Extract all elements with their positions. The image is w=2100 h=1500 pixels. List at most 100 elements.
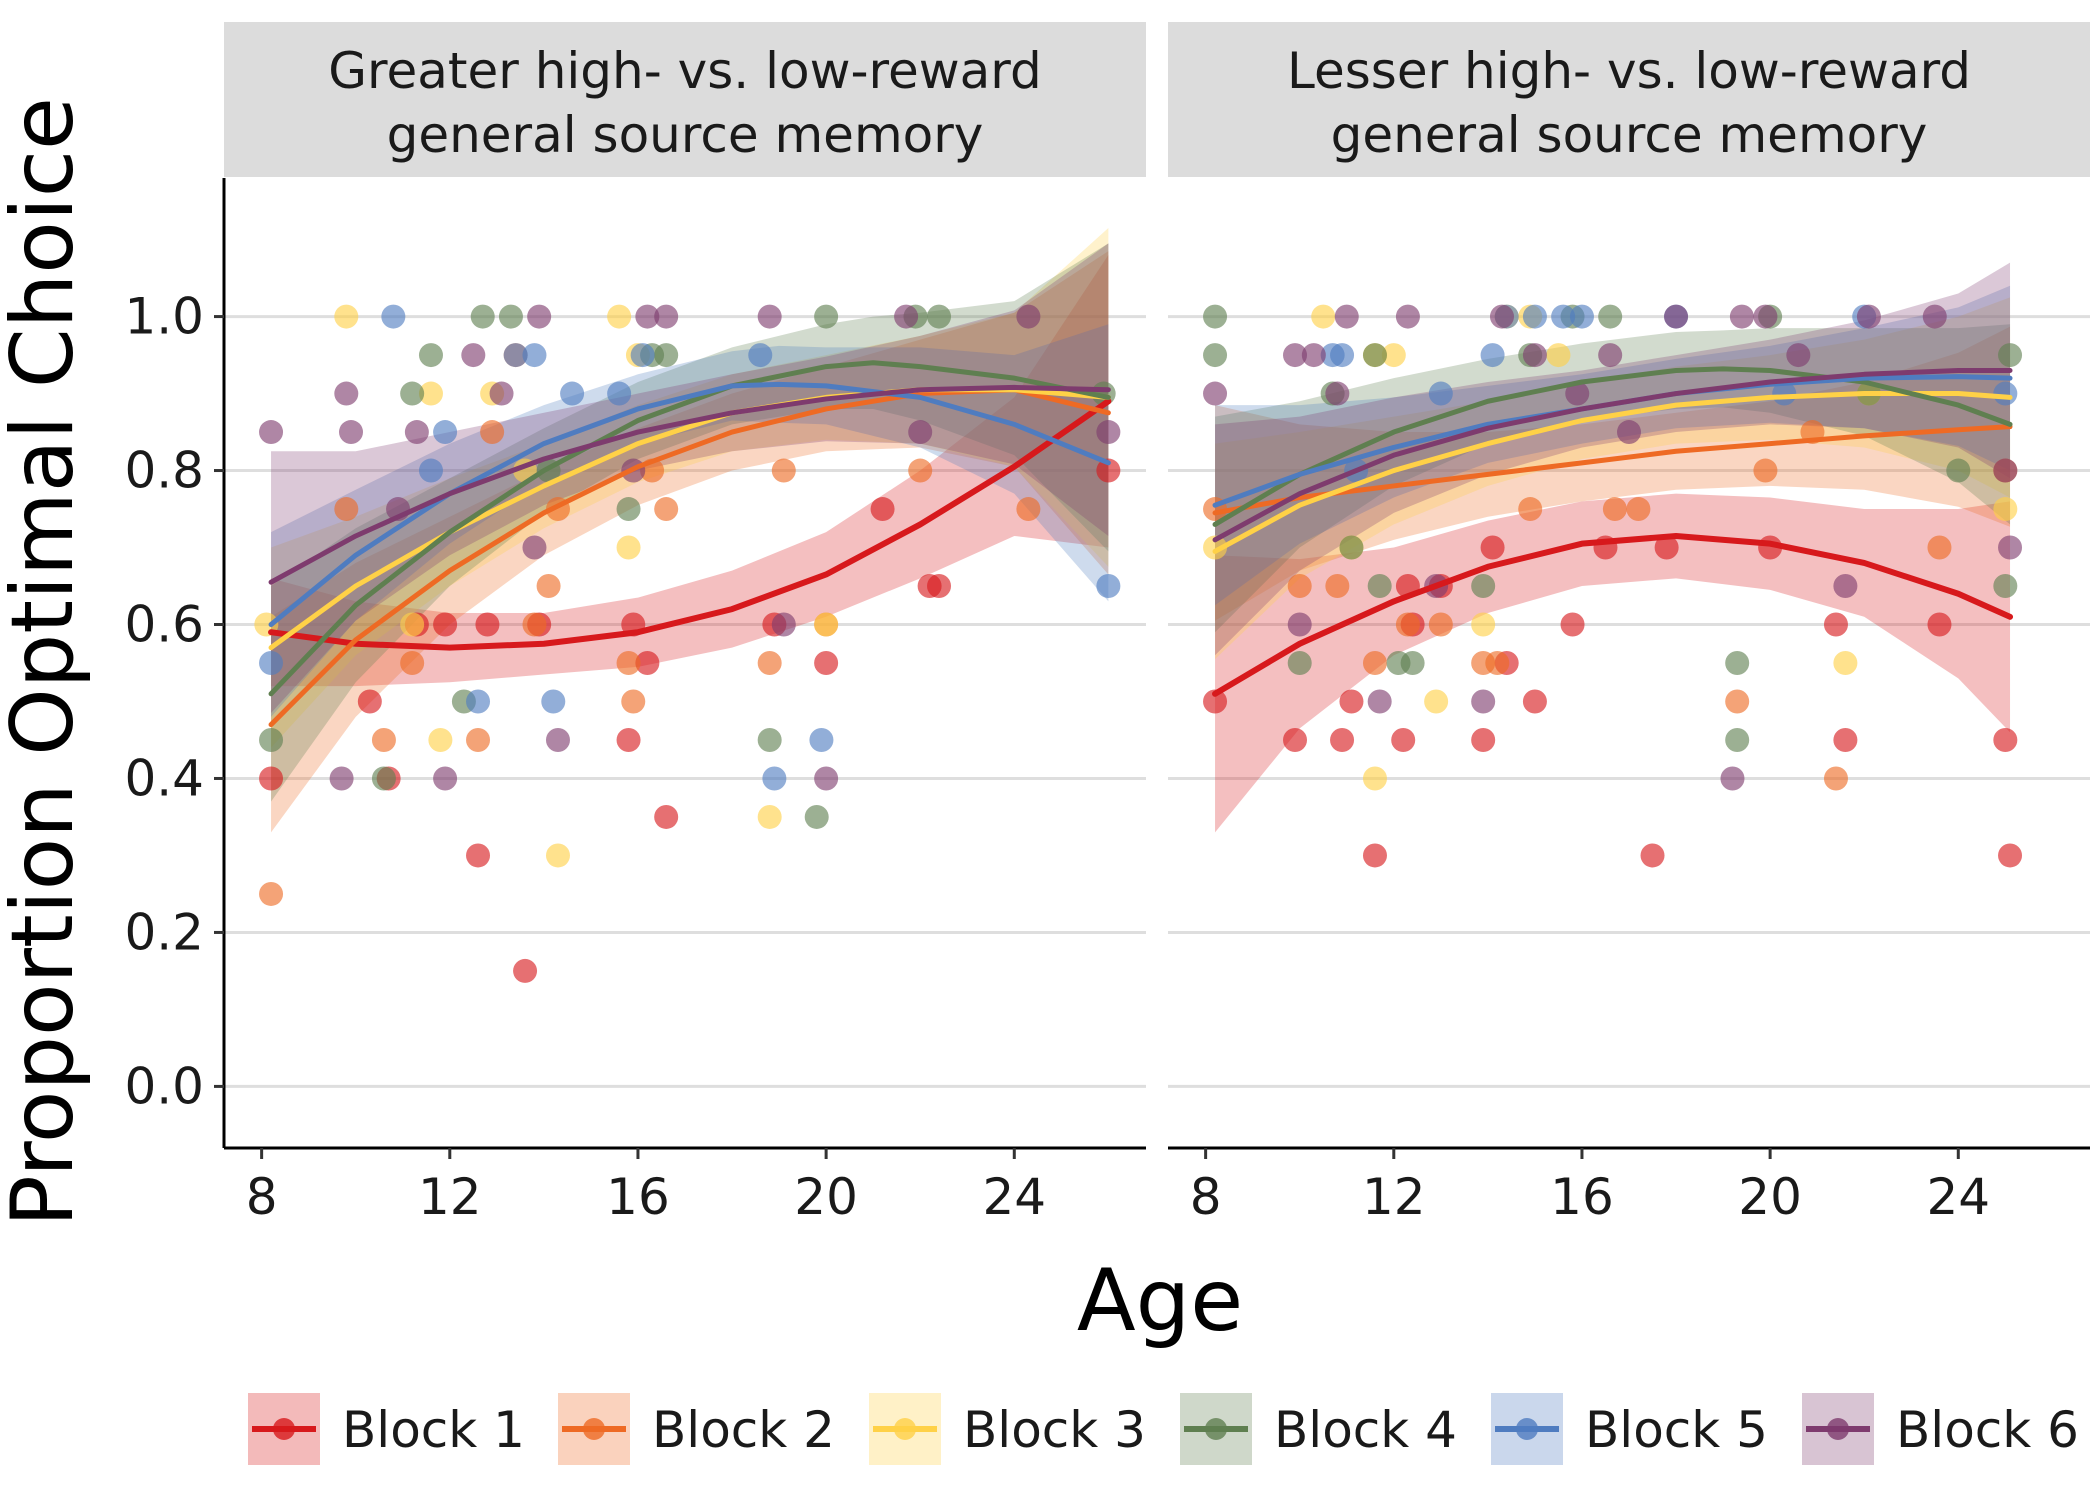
y-axis-title: Proportion Optimal Choice xyxy=(0,97,93,1227)
confidence-band-block-4 xyxy=(271,243,1109,802)
data-point-block-2 xyxy=(1927,535,1952,560)
data-point-block-5 xyxy=(433,420,458,445)
data-point-block-2 xyxy=(522,612,547,637)
data-point-block-2 xyxy=(466,727,491,752)
data-point-block-5 xyxy=(541,689,566,714)
data-point-block-2 xyxy=(1485,651,1510,675)
facet-strip-subtitle: general source memory xyxy=(387,106,984,164)
y-tick-label: 0.2 xyxy=(124,903,204,961)
facet-strip-background xyxy=(224,22,1146,177)
data-point-block-2 xyxy=(621,689,646,714)
data-point-block-4 xyxy=(1993,574,2018,599)
data-point-block-6 xyxy=(1720,766,1745,791)
data-point-block-6 xyxy=(1522,343,1547,368)
y-tick-label: 0.0 xyxy=(124,1057,204,1115)
y-tick-label: 0.8 xyxy=(124,442,204,500)
data-point-block-2 xyxy=(1753,458,1778,483)
data-point-block-6 xyxy=(1367,689,1392,714)
legend-item-block-5: Block 5 xyxy=(1491,1393,1768,1465)
data-point-block-4 xyxy=(1725,727,1750,752)
data-point-block-2 xyxy=(1287,574,1312,599)
data-point-block-6 xyxy=(908,420,933,445)
data-point-block-1 xyxy=(1993,727,2018,752)
data-point-block-6 xyxy=(1203,381,1228,406)
data-point-block-1 xyxy=(1640,843,1665,868)
data-point-block-2 xyxy=(1602,497,1627,522)
data-point-block-3 xyxy=(418,381,443,406)
data-point-block-2 xyxy=(371,727,396,752)
data-point-block-2 xyxy=(1626,497,1651,522)
y-tick-label: 0.4 xyxy=(124,749,204,807)
data-point-block-4 xyxy=(371,766,396,791)
data-point-block-5 xyxy=(607,381,632,406)
data-point-block-6 xyxy=(339,420,364,445)
data-point-block-5 xyxy=(1428,381,1453,406)
data-point-block-4 xyxy=(1339,535,1364,560)
data-point-block-6 xyxy=(1993,458,2018,483)
y-tick-label: 0.6 xyxy=(124,596,204,654)
panels-layer: Greater high- vs. low-reward general sour… xyxy=(124,22,2090,1226)
data-point-block-1 xyxy=(814,651,839,675)
data-point-block-3 xyxy=(1471,612,1496,637)
data-point-block-3 xyxy=(1993,497,2018,522)
legend-label: Block 6 xyxy=(1896,1401,2079,1459)
data-point-block-6 xyxy=(433,766,458,791)
data-point-block-6 xyxy=(489,381,514,406)
data-point-block-6 xyxy=(1664,304,1689,329)
data-point-block-4 xyxy=(1203,343,1228,368)
data-point-block-6 xyxy=(545,727,570,752)
data-point-block-4 xyxy=(1946,458,1971,483)
legend-item-block-1: Block 1 xyxy=(248,1393,525,1465)
x-axis-title: Age xyxy=(1077,1251,1243,1351)
data-point-block-2 xyxy=(908,458,933,483)
data-point-block-6 xyxy=(461,343,486,368)
data-point-block-3 xyxy=(814,612,839,637)
x-tick-label: 12 xyxy=(418,1168,482,1226)
data-point-block-6 xyxy=(1395,304,1420,329)
data-point-block-1 xyxy=(1096,458,1121,483)
data-point-block-1 xyxy=(1927,612,1952,637)
data-point-block-5 xyxy=(259,651,284,675)
data-point-block-3 xyxy=(1424,689,1449,714)
data-point-block-6 xyxy=(1856,304,1881,329)
data-point-block-2 xyxy=(480,420,505,445)
data-point-block-1 xyxy=(1339,689,1364,714)
data-point-block-3 xyxy=(616,535,641,560)
data-point-block-6 xyxy=(1489,304,1514,329)
data-point-block-6 xyxy=(1565,381,1590,406)
legend-key-point xyxy=(1516,1418,1538,1440)
data-point-block-1 xyxy=(1522,689,1547,714)
data-point-block-1 xyxy=(1391,727,1416,752)
data-point-block-4 xyxy=(1362,343,1387,368)
data-point-block-2 xyxy=(757,651,782,675)
data-point-block-3 xyxy=(400,612,425,637)
data-point-block-1 xyxy=(1480,535,1505,560)
legend-key-point xyxy=(273,1418,295,1440)
facet-strip-subtitle: general source memory xyxy=(1331,106,1928,164)
fit-line-block-4 xyxy=(1212,366,2013,527)
data-point-block-6 xyxy=(1786,343,1811,368)
confidence-band-block-5 xyxy=(271,324,1109,717)
legend-item-block-4: Block 4 xyxy=(1180,1393,1457,1465)
data-point-block-1 xyxy=(1283,727,1308,752)
data-point-block-2 xyxy=(1823,766,1848,791)
confidence-band-block-4 xyxy=(1215,324,2011,633)
data-point-block-6 xyxy=(329,766,354,791)
data-point-block-4 xyxy=(654,343,679,368)
data-point-block-2 xyxy=(1362,651,1387,675)
facet-panel-1: Greater high- vs. low-reward general sour… xyxy=(124,22,1146,1226)
legend-item-block-6: Block 6 xyxy=(1802,1393,2079,1465)
legend-label: Block 1 xyxy=(342,1401,525,1459)
legend-item-block-3: Block 3 xyxy=(869,1393,1146,1465)
data-point-block-6 xyxy=(1471,689,1496,714)
y-tick-label: 1.0 xyxy=(124,288,204,346)
confidence-band-block-6 xyxy=(1215,262,2011,656)
fit-line-block-5 xyxy=(268,381,1111,628)
data-point-block-3 xyxy=(1203,535,1228,560)
data-point-block-5 xyxy=(1569,304,1594,329)
x-tick-label: 24 xyxy=(1926,1168,1990,1226)
data-point-block-2 xyxy=(259,881,284,906)
legend-label: Block 5 xyxy=(1585,1401,1768,1459)
data-point-block-1 xyxy=(1203,689,1228,714)
